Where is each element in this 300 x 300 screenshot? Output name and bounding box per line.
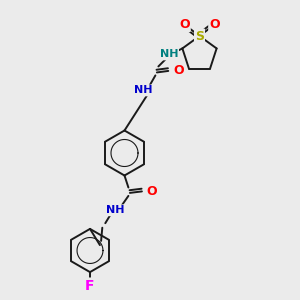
- Text: NH: NH: [134, 85, 153, 95]
- Text: O: O: [173, 64, 184, 77]
- Text: F: F: [85, 279, 95, 292]
- Text: S: S: [195, 29, 204, 43]
- Text: O: O: [179, 18, 190, 31]
- Text: NH: NH: [106, 205, 124, 215]
- Text: NH: NH: [160, 50, 178, 59]
- Text: O: O: [209, 18, 220, 31]
- Text: O: O: [146, 185, 157, 198]
